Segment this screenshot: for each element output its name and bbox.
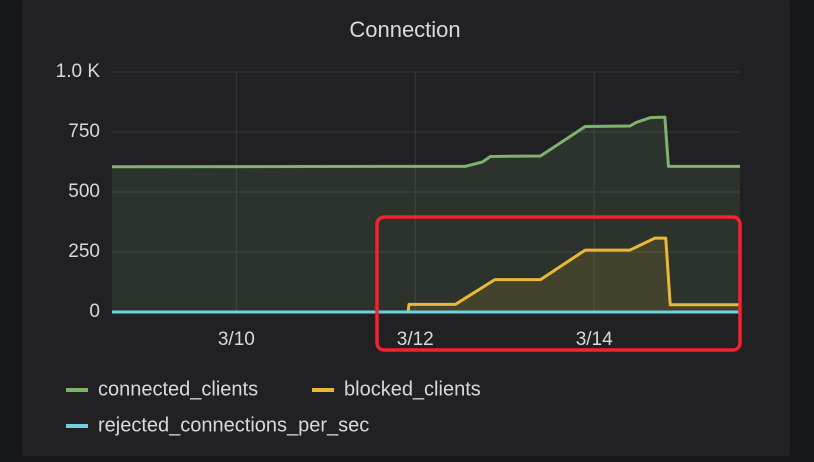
legend-label: rejected_connections_per_sec bbox=[98, 414, 369, 436]
x-tick-label: 3/14 bbox=[576, 329, 613, 350]
plot: 0 250 500 750 1.0 K 3/10 3/12 3/14 bbox=[56, 61, 740, 350]
panel bbox=[22, 0, 790, 456]
x-tick-label: 3/10 bbox=[218, 329, 255, 350]
highlight-box bbox=[375, 215, 742, 352]
y-tick-label: 0 bbox=[89, 301, 100, 322]
chart-title: Connection bbox=[349, 17, 460, 42]
legend-label: blocked_clients bbox=[344, 378, 481, 400]
line bbox=[112, 236, 740, 314]
y-tick-label: 750 bbox=[68, 121, 100, 142]
area bbox=[112, 117, 740, 313]
y-tick-label: 1.0 K bbox=[56, 61, 101, 82]
y-tick-label: 250 bbox=[68, 241, 100, 262]
line bbox=[111, 115, 740, 169]
x-tick-label: 3/12 bbox=[397, 329, 434, 350]
legend-label: connected_clients bbox=[98, 378, 258, 400]
area bbox=[112, 238, 740, 312]
y-tick-label: 500 bbox=[68, 181, 100, 202]
